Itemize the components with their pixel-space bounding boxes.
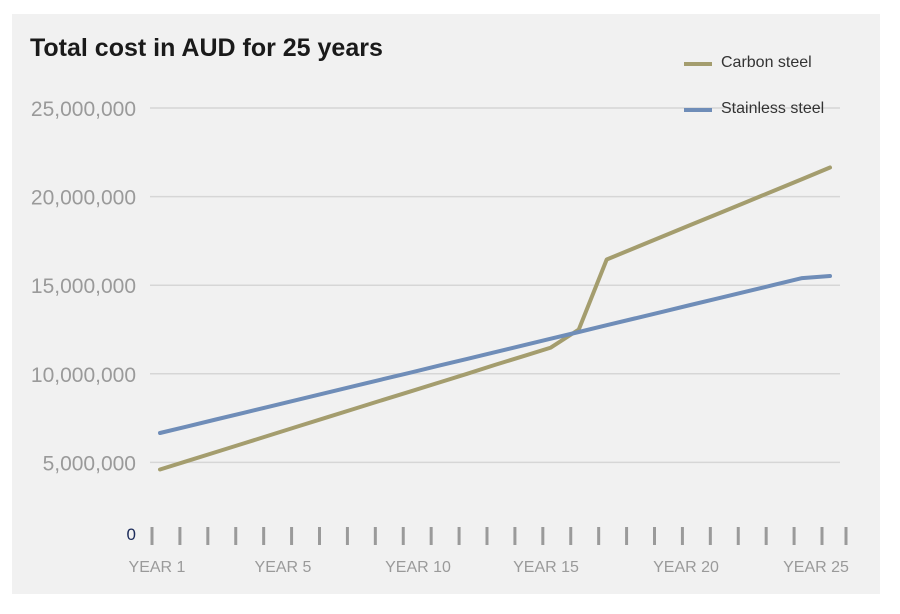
- series-lines: [158, 165, 832, 472]
- chart-title: Total cost in AUD for 25 years: [30, 34, 383, 62]
- y-tick-label: 10,000,000: [31, 364, 136, 387]
- x-tick-label: YEAR 25: [783, 559, 849, 576]
- x-axis-ticks: YEAR 1 YEAR 5 YEAR 10 YEAR 15 YEAR 20 YEAR 25: [129, 527, 849, 576]
- y-tick-label: 5,000,000: [43, 452, 136, 475]
- x-tick-label: YEAR 1: [129, 559, 186, 576]
- y-axis-ticks: 0 5,000,000 10,000,000 15,000,000 20,000,000…: [31, 98, 136, 544]
- y-tick-label: 20,000,000: [31, 187, 136, 210]
- x-tick-label: YEAR 15: [513, 559, 579, 576]
- chart-panel: [12, 14, 880, 594]
- series-line: [158, 165, 832, 472]
- x-tick-label: YEAR 10: [385, 559, 451, 576]
- gridlines: [150, 107, 840, 464]
- series-line: [158, 274, 832, 435]
- y-tick-label: 25,000,000: [31, 98, 136, 121]
- legend: Carbon steel Stainless steel: [684, 54, 824, 117]
- x-tick-label: YEAR 5: [255, 559, 312, 576]
- y-tick-label: 0: [127, 525, 136, 544]
- y-tick-label: 15,000,000: [31, 275, 136, 298]
- legend-label: Carbon steel: [721, 54, 812, 71]
- legend-label: Stainless steel: [721, 100, 824, 117]
- x-tick-label: YEAR 20: [653, 559, 719, 576]
